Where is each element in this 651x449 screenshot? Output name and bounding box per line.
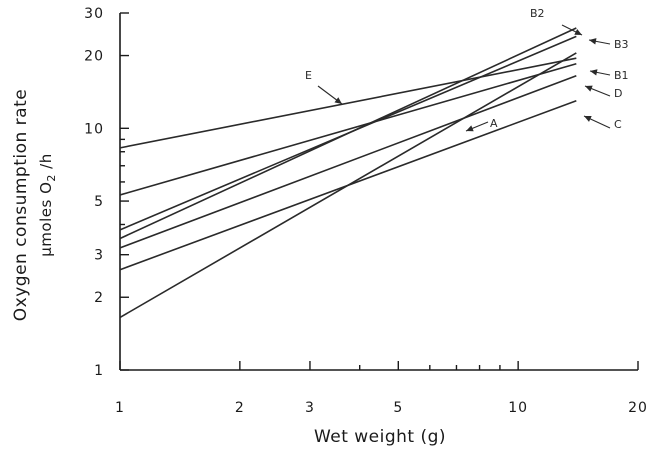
- y-tick-label: 10: [84, 121, 104, 137]
- y-ticks: 1 2 3 5 10 20 30: [84, 6, 129, 379]
- leader-arrow-a: [466, 125, 474, 132]
- y-tick-label: 3: [94, 248, 104, 264]
- y-tick-label: 2: [94, 290, 104, 306]
- series-label-d: D: [614, 87, 622, 100]
- series-lines: [119, 27, 577, 319]
- y-axis-title-subscript: 2: [45, 174, 58, 182]
- axes: [119, 13, 638, 371]
- leader-arrow-b1: [590, 69, 598, 76]
- y-tick-label: 5: [94, 194, 104, 210]
- leader-arrow-b3: [589, 38, 597, 45]
- series-label-a: A: [490, 117, 498, 130]
- y-axis-title-line1: Oxygen consumption rate: [11, 89, 31, 321]
- x-tick-label: 5: [393, 400, 403, 416]
- series-line-d: [119, 75, 577, 249]
- y-tick-label: 20: [84, 49, 104, 65]
- leader-arrow-b2: [574, 29, 582, 35]
- y-axis-title: Oxygen consumption rate µmoles O2 /h: [11, 89, 58, 321]
- leader-arrow-c: [584, 116, 592, 122]
- x-ticks: 1 2 3 5 10 20: [115, 361, 648, 416]
- series-line-e: [119, 57, 577, 149]
- leader-arrow-e: [334, 97, 342, 104]
- x-tick-label: 20: [628, 400, 648, 416]
- series-line-c: [119, 100, 577, 271]
- y-axis-title-line2: µmoles O2 /h: [37, 153, 58, 256]
- x-tick-label: 2: [235, 400, 245, 416]
- x-axis-title: Wet weight (g): [314, 427, 446, 447]
- series-line-b3: [119, 35, 577, 231]
- series-line-b1: [119, 62, 577, 196]
- x-tick-label: 1: [115, 400, 125, 416]
- series-label-e: E: [305, 69, 312, 82]
- x-tick-label: 3: [305, 400, 315, 416]
- series-label-b3: B3: [614, 38, 629, 51]
- series-label-b2: B2: [530, 7, 545, 20]
- series-labels: E B2 B3 B1 D A C: [305, 7, 629, 132]
- y-tick-label: 30: [84, 6, 104, 22]
- series-label-b1: B1: [614, 69, 629, 82]
- series-label-c: C: [614, 118, 622, 131]
- y-tick-label: 1: [94, 363, 104, 379]
- x-tick-label: 10: [508, 400, 528, 416]
- y-axis-title-per-hour: /h: [37, 153, 55, 174]
- y-axis-title-units: µmoles O: [37, 182, 55, 257]
- leader-arrow-d: [585, 85, 593, 92]
